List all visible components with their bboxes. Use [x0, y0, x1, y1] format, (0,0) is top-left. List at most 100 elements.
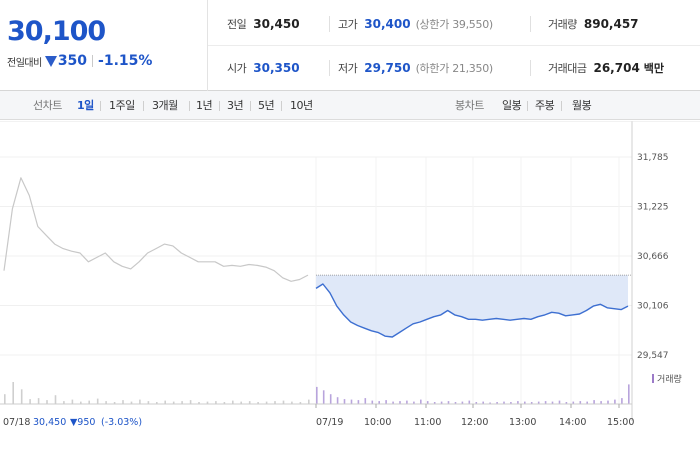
volume-bar-prev	[299, 402, 302, 404]
turnover-value: 26,704	[593, 61, 640, 75]
high-value: 30,400	[364, 17, 411, 31]
tab-1-year[interactable]: 1년	[196, 99, 213, 112]
prev-day-close: 30,450	[33, 417, 66, 428]
quote-panel: 30,100 전일대비 350 -1.15% 전일 30,450 고가 30,4…	[0, 0, 700, 91]
volume-bar-prev	[130, 401, 133, 404]
today-area	[316, 275, 628, 337]
prev-close-label: 전일	[227, 18, 247, 31]
turnover-unit: 백만	[643, 62, 665, 75]
volume-bar-today	[607, 400, 609, 404]
volume-bar-prev	[4, 394, 6, 404]
volume-bar-today	[364, 398, 367, 404]
volume-bar-today	[447, 401, 450, 404]
volume-bar-today	[503, 401, 505, 404]
price-chart[interactable]: 31,785 31,225 30,666 30,106 29,547 07/19 10:0…	[0, 121, 700, 450]
volume-bar-prev	[265, 401, 268, 404]
volume-bar-prev	[122, 400, 124, 404]
volume-legend-label: 거래량	[657, 373, 682, 385]
volume-bar-today	[329, 394, 332, 404]
open-price: 시가 30,350	[227, 60, 300, 76]
divider	[100, 101, 101, 111]
tab-3-years[interactable]: 3년	[227, 99, 244, 112]
volume-bar-today	[593, 400, 595, 404]
open-value: 30,350	[253, 61, 300, 75]
open-label: 시가	[227, 62, 247, 75]
volume-bar-prev	[232, 400, 234, 404]
tab-daily-candle[interactable]: 일봉	[502, 99, 522, 112]
divider	[530, 16, 531, 32]
volume-bar-today	[440, 401, 443, 404]
volume-bar-today	[482, 401, 484, 404]
volume-bar-prev	[206, 401, 209, 404]
volume-bar-prev	[308, 399, 310, 404]
volume-bar-today	[371, 400, 374, 404]
volume-bar-today	[600, 401, 602, 404]
low-label: 저가	[338, 62, 358, 75]
prev-day-summary: 07/18 30,450 ▼950 (-3.03%)	[3, 417, 142, 428]
volume-bar-prev	[156, 402, 158, 404]
divider	[208, 45, 700, 46]
low-value: 29,750	[364, 61, 411, 75]
volume-bar-today	[572, 401, 575, 404]
volume-bar-today	[530, 402, 533, 404]
volume-bar-prev	[12, 382, 14, 404]
volume-legend-swatch	[652, 374, 654, 383]
volume-bar-today	[517, 401, 519, 404]
low-price: 저가 29,750 (하한가 21,350)	[338, 60, 493, 76]
volume-bar-prev	[88, 400, 90, 404]
price-lines	[3, 177, 629, 338]
tab-3-months[interactable]: 3개월	[152, 99, 178, 112]
x-tick-label: 15:00	[607, 417, 634, 428]
volume-bar-prev	[37, 398, 40, 404]
prev-day-change: ▼950	[70, 417, 95, 428]
down-arrow-icon	[44, 55, 57, 67]
volume-bar-today	[621, 398, 623, 404]
volume-bar-today	[406, 400, 408, 404]
y-tick-label: 31,785	[637, 153, 669, 163]
current-price-box: 30,100 전일대비 350 -1.15%	[0, 0, 208, 91]
volume-bar-prev	[29, 399, 31, 404]
volume-bar-prev	[80, 401, 82, 404]
volume-bar-prev	[139, 399, 141, 404]
volume-value: 890,457	[583, 17, 639, 31]
volume-bar-today	[350, 399, 353, 404]
prev-day-change-pct: (-3.03%)	[101, 417, 142, 428]
volume-bar-prev	[198, 402, 200, 404]
y-tick-label: 30,106	[637, 302, 669, 312]
x-tick-label: 10:00	[364, 417, 391, 428]
volume-bar-today	[558, 400, 561, 404]
tab-10-years[interactable]: 10년	[290, 99, 313, 112]
volume-bar-today	[544, 401, 547, 404]
change-label: 전일대비	[7, 57, 42, 69]
volume-legend: 거래량	[652, 373, 682, 385]
tab-monthly-candle[interactable]: 월봉	[572, 99, 592, 112]
divider	[329, 16, 330, 32]
prev-day-price-line	[3, 177, 309, 282]
volume-bar-today	[385, 400, 387, 404]
volume: 거래량 890,457	[548, 16, 639, 32]
divider	[219, 101, 220, 111]
tab-1-week[interactable]: 1주일	[109, 99, 135, 112]
volume-bar-today	[496, 402, 498, 404]
change-row: 전일대비 350 -1.15%	[7, 53, 152, 69]
volume-bar-today	[628, 384, 630, 404]
volume-bar-prev	[282, 400, 285, 404]
change-percent: -1.15%	[98, 53, 153, 69]
x-tick-label: 13:00	[509, 417, 536, 428]
volume-bar-today	[537, 401, 540, 404]
upper-limit: (상한가 39,550)	[415, 18, 494, 31]
volume-bar-prev	[147, 401, 150, 404]
tab-5-years[interactable]: 5년	[258, 99, 275, 112]
volume-bar-prev	[113, 402, 116, 404]
change-value: 350	[57, 53, 88, 69]
volume-bar-prev	[54, 395, 57, 404]
tab-weekly-candle[interactable]: 주봉	[535, 99, 555, 112]
tab-1-day[interactable]: 1일	[77, 99, 94, 112]
volume-bar-today	[316, 386, 318, 404]
prev-close: 전일 30,450	[227, 16, 300, 32]
current-price: 30,100	[7, 16, 106, 47]
volume-bar-today	[551, 401, 554, 404]
volume-bar-prev	[240, 401, 242, 404]
volume-bar-today	[586, 401, 588, 404]
divider	[92, 55, 94, 67]
